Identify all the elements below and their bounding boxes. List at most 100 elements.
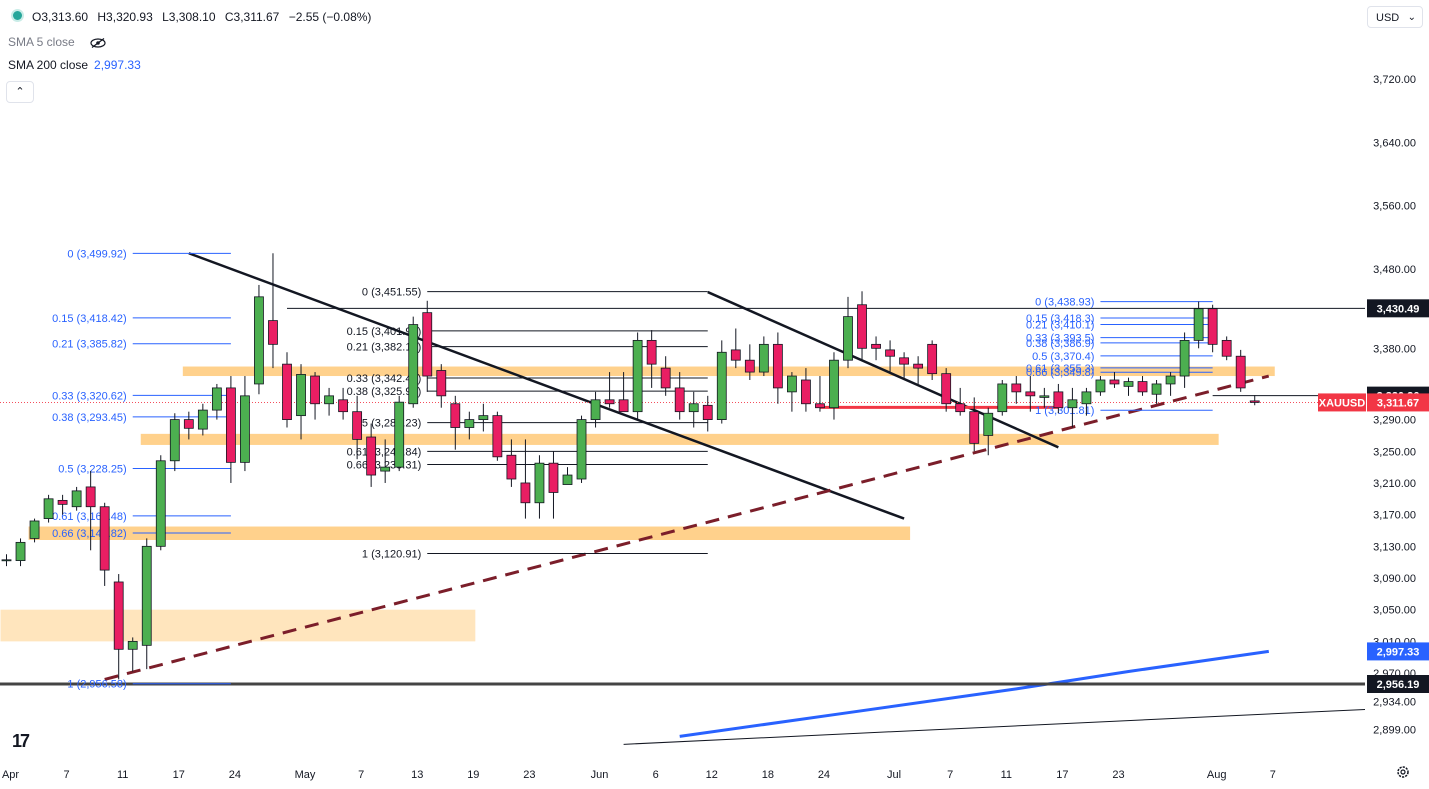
- candle-body: [15, 541, 26, 561]
- candle: [688, 391, 699, 428]
- candle: [57, 494, 68, 515]
- candle: [1123, 377, 1134, 396]
- candle-body: [1067, 399, 1078, 409]
- candle-body: [211, 387, 222, 411]
- y-axis-tick-label: 3,480.00: [1373, 264, 1416, 276]
- trend-line: [188, 252, 905, 520]
- trend-line: [104, 374, 1270, 681]
- candle-body: [815, 403, 825, 409]
- y-axis-tick-label: 3,720.00: [1373, 74, 1416, 86]
- candle: [604, 372, 615, 408]
- candle: [1179, 332, 1190, 388]
- open-value: O3,313.60: [32, 10, 89, 24]
- fib-level-label: 0.38 (3,386.9): [1026, 338, 1095, 350]
- candle-body: [29, 520, 40, 539]
- fib-level-label: 0.21 (3,385.82): [52, 339, 127, 351]
- candle-body: [955, 403, 966, 413]
- candle-body: [1151, 383, 1162, 395]
- candle: [576, 415, 587, 483]
- sma5-legend[interactable]: SMA 5 close: [8, 35, 106, 49]
- fib-level-label: 0.33 (3,342.44): [347, 373, 422, 385]
- candle: [857, 291, 867, 361]
- candle-body: [913, 363, 924, 369]
- candle: [885, 340, 895, 373]
- sma200-legend[interactable]: SMA 200 close 2,997.33: [8, 58, 141, 72]
- candle-body: [1, 559, 12, 562]
- candle: [815, 376, 825, 412]
- fib-level-label: 1 (3,301.81): [1035, 405, 1094, 417]
- candle-body: [1179, 339, 1190, 377]
- eye-hidden-icon[interactable]: [90, 37, 106, 48]
- candle: [296, 364, 306, 440]
- candle: [1109, 372, 1120, 388]
- sma200-line: [679, 649, 1270, 738]
- candle-body: [338, 399, 349, 413]
- candle-body: [702, 404, 713, 420]
- candle-body: [1039, 395, 1050, 398]
- candle-body: [899, 357, 909, 365]
- y-axis-tick-label: 3,170.00: [1373, 510, 1416, 522]
- candle-body: [225, 387, 236, 463]
- price-tag-label: 3,430.49: [1377, 303, 1420, 315]
- candle-body: [422, 312, 433, 377]
- price-tag-label: 3,311.67: [1377, 397, 1419, 409]
- x-axis-tick-label: 12: [706, 769, 718, 781]
- y-axis-tick-label: 3,250.00: [1373, 446, 1416, 458]
- collapse-legend-button[interactable]: ⌃: [6, 81, 34, 103]
- candle-body: [352, 411, 363, 440]
- y-axis-tick-label: 3,560.00: [1373, 201, 1416, 213]
- candle-body: [744, 359, 755, 373]
- candle: [197, 403, 208, 436]
- candle-body: [1081, 391, 1092, 405]
- currency-selector[interactable]: USD ⌄: [1367, 6, 1423, 28]
- fib-level-label: 0.5 (3,370.4): [1032, 351, 1094, 363]
- fib-level-label: 0 (3,438.93): [1035, 297, 1094, 309]
- candle-body: [99, 506, 110, 571]
- candle: [492, 411, 503, 461]
- candle: [927, 340, 938, 380]
- fib-level-label: 0 (3,451.55): [362, 287, 421, 299]
- candle: [71, 486, 82, 511]
- support-resistance-zone: [0, 609, 476, 642]
- candle: [338, 387, 349, 420]
- candle-body: [155, 460, 166, 547]
- candle-body: [141, 545, 152, 646]
- candle: [1249, 395, 1260, 406]
- candle: [282, 352, 292, 428]
- high-value: H3,320.93: [97, 10, 153, 24]
- y-axis-tick-label: 3,090.00: [1373, 573, 1416, 585]
- candle: [1067, 387, 1078, 428]
- price-tag-box: [1367, 675, 1429, 693]
- trend-line: [623, 708, 1365, 745]
- price-tag: 2,997.33: [1367, 642, 1429, 661]
- gear-icon[interactable]: [1396, 765, 1410, 782]
- candle: [1053, 383, 1064, 414]
- candle-body: [492, 415, 503, 458]
- price-tag-box: [1367, 642, 1429, 661]
- candle-body: [254, 296, 264, 385]
- candle-body: [772, 343, 783, 389]
- fib-level-label: 0.15 (3,418.42): [52, 313, 127, 325]
- candle: [983, 407, 994, 456]
- currency-label: USD: [1376, 12, 1400, 24]
- support-resistance-zone: [28, 526, 911, 540]
- candle-body: [871, 343, 881, 349]
- candle-body: [787, 375, 797, 393]
- candle: [211, 383, 222, 420]
- candle-body: [716, 351, 727, 420]
- x-axis-tick-label: 6: [653, 769, 659, 781]
- sma200-value: 2,997.33: [94, 58, 141, 72]
- price-tag-box: [1367, 393, 1429, 412]
- fib-level-label: 0.5 (3,228.25): [58, 464, 127, 476]
- x-axis-tick-label: 7: [947, 769, 953, 781]
- candle: [801, 368, 811, 412]
- tradingview-logo[interactable]: 17: [12, 731, 30, 751]
- candle: [29, 518, 40, 543]
- candle-body: [604, 399, 615, 405]
- candle-body: [534, 462, 545, 504]
- candle: [955, 387, 966, 416]
- candle-body: [169, 419, 180, 462]
- fib-level-label: 1 (3,120.91): [362, 549, 421, 561]
